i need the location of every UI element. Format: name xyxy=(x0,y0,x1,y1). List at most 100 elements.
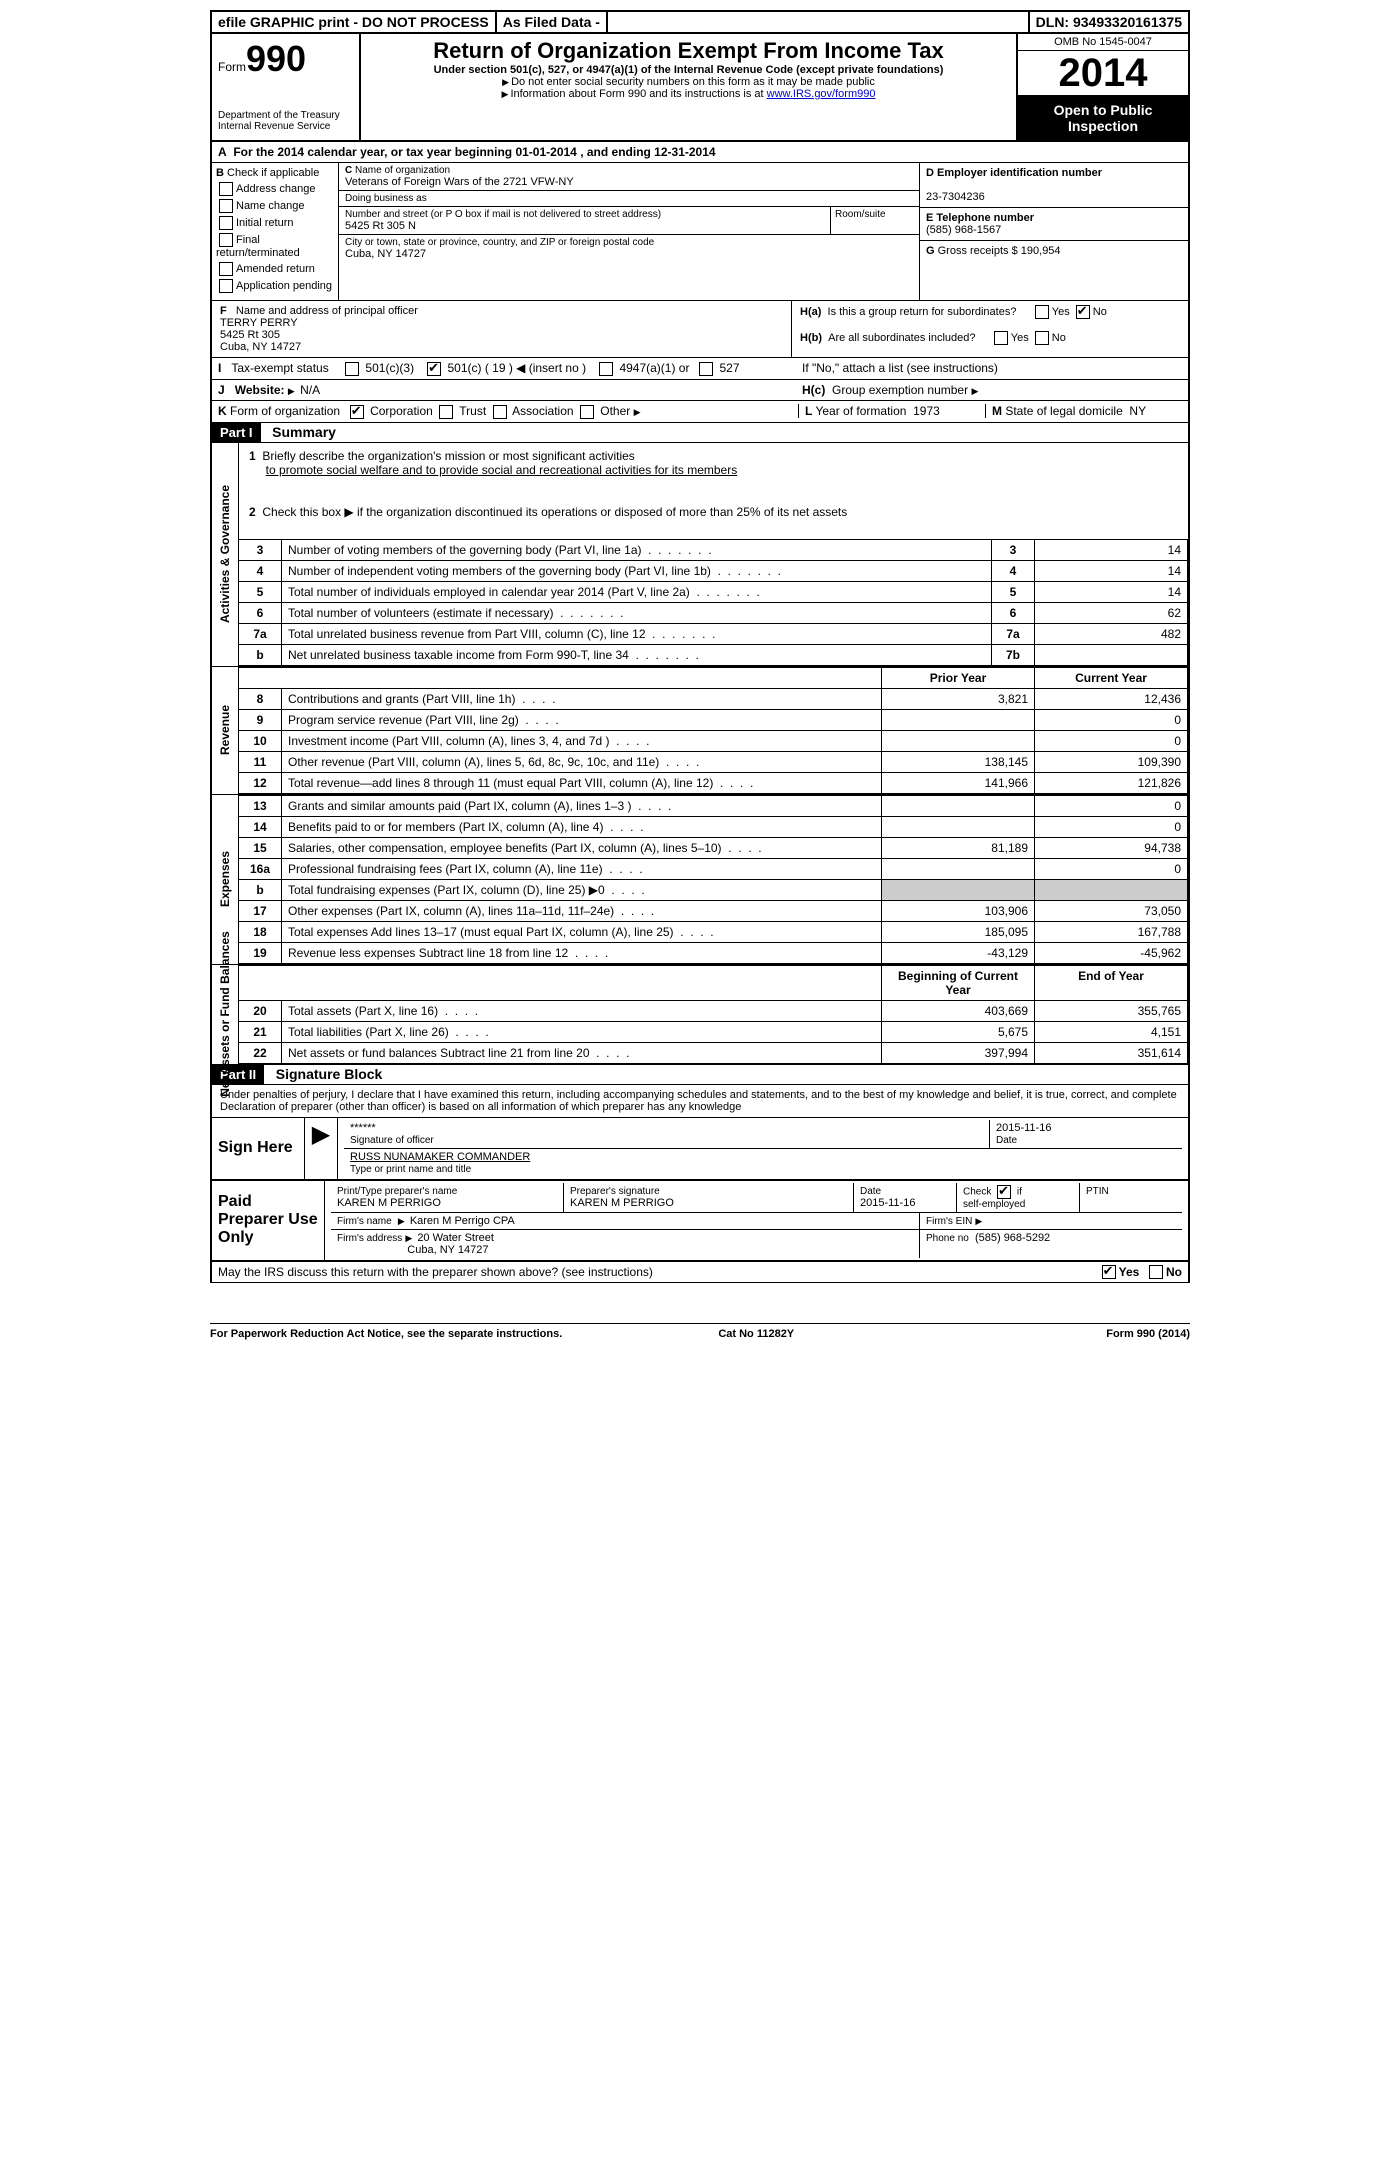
firm-name: Karen M Perrigo CPA xyxy=(410,1215,515,1227)
cb-final-return[interactable]: Final return/terminated xyxy=(216,233,334,259)
table-row: 9Program service revenue (Part VIII, lin… xyxy=(239,709,1188,730)
part-1-header: Part I Summary xyxy=(210,423,1190,443)
ha-no[interactable] xyxy=(1076,305,1090,319)
org-city: Cuba, NY 14727 xyxy=(345,248,913,260)
cb-trust[interactable] xyxy=(439,405,453,419)
tax-year: 2014 xyxy=(1018,51,1188,96)
website: N/A xyxy=(300,383,320,397)
table-row: 20Total assets (Part X, line 16) . . . .… xyxy=(239,1000,1188,1021)
revenue-block: Revenue Prior Year Current Year 8Contrib… xyxy=(210,667,1190,795)
cb-initial-return[interactable]: Initial return xyxy=(216,216,334,230)
activities-governance: Activities & Governance 1 Briefly descri… xyxy=(210,443,1190,667)
firm-address: 20 Water Street xyxy=(417,1232,494,1244)
row-a-tax-year: A For the 2014 calendar year, or tax yea… xyxy=(210,142,1190,163)
ha-yes[interactable] xyxy=(1035,305,1049,319)
preparer-signature: KAREN M PERRIGO xyxy=(570,1197,674,1209)
topbar: efile GRAPHIC print - DO NOT PROCESS As … xyxy=(210,10,1190,34)
org-name: Veterans of Foreign Wars of the 2721 VFW… xyxy=(345,176,913,188)
net-assets-block: Net Assets or Fund Balances Beginning of… xyxy=(210,965,1190,1065)
firm-phone: (585) 968-5292 xyxy=(975,1232,1050,1244)
officer-name: RUSS NUNAMAKER COMMANDER xyxy=(350,1151,530,1163)
col-b-checkboxes: B Check if applicable Address change Nam… xyxy=(212,163,339,300)
revenue-table: Prior Year Current Year 8Contributions a… xyxy=(239,667,1188,794)
col-c-org: C Name of organization Veterans of Forei… xyxy=(339,163,920,300)
hb-no[interactable] xyxy=(1035,331,1049,345)
cb-address-change[interactable]: Address change xyxy=(216,182,334,196)
current-year-header: Current Year xyxy=(1035,667,1188,688)
table-row: 8Contributions and grants (Part VIII, li… xyxy=(239,688,1188,709)
hb-yes[interactable] xyxy=(994,331,1008,345)
table-row: bTotal fundraising expenses (Part IX, co… xyxy=(239,879,1188,900)
principal-officer: F Name and address of principal officer … xyxy=(212,301,792,357)
mission-text: to promote social welfare and to provide… xyxy=(266,463,738,477)
form-header: Form990 Department of the Treasury Inter… xyxy=(210,34,1190,142)
sign-here-label: Sign Here xyxy=(212,1118,305,1179)
header-left: Form990 Department of the Treasury Inter… xyxy=(212,34,361,140)
org-street: 5425 Rt 305 N xyxy=(345,220,824,232)
table-row: 4Number of independent voting members of… xyxy=(239,560,1188,581)
cb-501c[interactable] xyxy=(427,362,441,376)
eoy-header: End of Year xyxy=(1035,965,1188,1000)
table-row: 15Salaries, other compensation, employee… xyxy=(239,837,1188,858)
form-title: Return of Organization Exempt From Incom… xyxy=(369,38,1008,64)
paid-preparer-label: Paid Preparer Use Only xyxy=(212,1181,325,1260)
vtab-net-assets: Net Assets or Fund Balances xyxy=(212,965,239,1064)
table-row: 3Number of voting members of the governi… xyxy=(239,539,1188,560)
cb-application-pending[interactable]: Application pending xyxy=(216,279,334,293)
form-number: 990 xyxy=(246,38,306,79)
table-row: 19Revenue less expenses Subtract line 18… xyxy=(239,942,1188,963)
cat-no: Cat No 11282Y xyxy=(718,1328,794,1340)
preparer-date: 2015-11-16 xyxy=(860,1197,915,1209)
row-i-tax-exempt: I Tax-exempt status 501(c)(3) 501(c) ( 1… xyxy=(210,358,1190,380)
irs-link[interactable]: www.IRS.gov/form990 xyxy=(767,88,876,100)
table-row: 6Total number of volunteers (estimate if… xyxy=(239,602,1188,623)
discuss-yes[interactable] xyxy=(1102,1265,1116,1279)
group-return: H(a) Is this a group return for subordin… xyxy=(792,301,1188,357)
year-formation: 1973 xyxy=(913,404,940,418)
paperwork-notice: For Paperwork Reduction Act Notice, see … xyxy=(210,1328,562,1340)
part-2-header: Part II Signature Block xyxy=(210,1065,1190,1085)
discuss-no[interactable] xyxy=(1149,1265,1163,1279)
state-domicile: NY xyxy=(1129,404,1146,418)
officer-signature: ****** xyxy=(350,1122,376,1134)
cb-501c3[interactable] xyxy=(345,362,359,376)
table-row: 21Total liabilities (Part X, line 26) . … xyxy=(239,1021,1188,1042)
dept-treasury: Department of the Treasury xyxy=(218,110,353,121)
as-filed: As Filed Data - xyxy=(497,12,608,32)
governance-table: 3Number of voting members of the governi… xyxy=(239,539,1188,666)
vtab-governance: Activities & Governance xyxy=(212,443,239,666)
cb-527[interactable] xyxy=(699,362,713,376)
table-row: 18Total expenses Add lines 13–17 (must e… xyxy=(239,921,1188,942)
cb-corp[interactable] xyxy=(350,405,364,419)
cb-name-change[interactable]: Name change xyxy=(216,199,334,213)
col-degh: D Employer identification number 23-7304… xyxy=(920,163,1188,300)
row-klm: K Form of organization Corporation Trust… xyxy=(210,401,1190,423)
table-row: 5Total number of individuals employed in… xyxy=(239,581,1188,602)
table-row: 12Total revenue—add lines 8 through 11 (… xyxy=(239,772,1188,793)
form-990-page: efile GRAPHIC print - DO NOT PROCESS As … xyxy=(200,0,1200,1323)
expenses-block: Expenses 13Grants and similar amounts pa… xyxy=(210,795,1190,965)
sign-here-block: Sign Here ▶ ****** Signature of officer … xyxy=(210,1118,1190,1181)
header-right: OMB No 1545-0047 2014 Open to Public Ins… xyxy=(1016,34,1188,140)
table-row: 11Other revenue (Part VIII, column (A), … xyxy=(239,751,1188,772)
sign-date: 2015-11-16 xyxy=(996,1122,1051,1134)
table-row: bNet unrelated business taxable income f… xyxy=(239,644,1188,665)
table-row: 10Investment income (Part VIII, column (… xyxy=(239,730,1188,751)
row-j-website: J Website: N/A H(c) Group exemption numb… xyxy=(210,380,1190,401)
cb-self-employed[interactable] xyxy=(997,1185,1011,1199)
preparer-name: KAREN M PERRIGO xyxy=(337,1197,441,1209)
vtab-revenue: Revenue xyxy=(212,667,239,794)
cb-4947[interactable] xyxy=(599,362,613,376)
telephone: (585) 968-1567 xyxy=(926,224,1001,236)
cb-amended-return[interactable]: Amended return xyxy=(216,262,334,276)
prior-year-header: Prior Year xyxy=(882,667,1035,688)
open-inspection: Open to Public Inspection xyxy=(1018,96,1188,140)
table-row: 16aProfessional fundraising fees (Part I… xyxy=(239,858,1188,879)
cb-assoc[interactable] xyxy=(493,405,507,419)
row-fh: F Name and address of principal officer … xyxy=(210,301,1190,358)
cb-other[interactable] xyxy=(580,405,594,419)
form-subtitle: Under section 501(c), 527, or 4947(a)(1)… xyxy=(369,64,1008,76)
paid-preparer-block: Paid Preparer Use Only Print/Type prepar… xyxy=(210,1181,1190,1262)
table-row: 22Net assets or fund balances Subtract l… xyxy=(239,1042,1188,1063)
dln: DLN: 93493320161375 xyxy=(1030,12,1188,32)
